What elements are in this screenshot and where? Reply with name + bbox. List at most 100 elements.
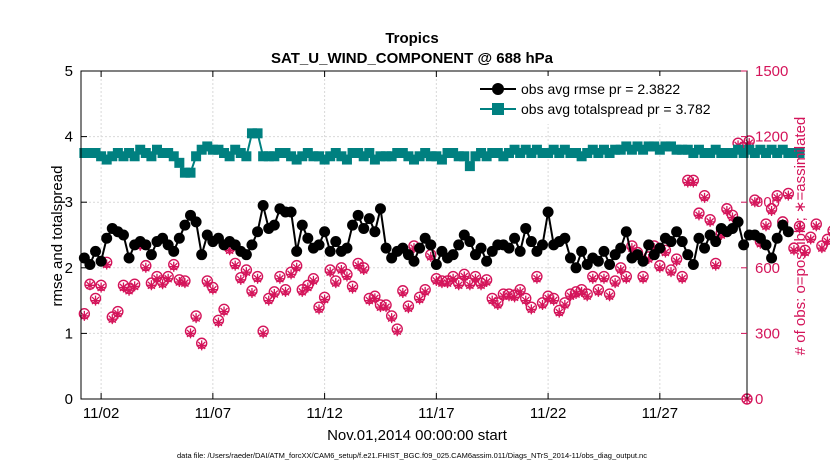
assimilated-point [291,262,302,273]
totalspread-point [185,167,196,178]
assimilated-point [101,259,112,270]
legend-totalspread-marker [492,103,504,115]
rmse-point [564,252,576,264]
totalspread-point [688,148,699,158]
assimilated-point [783,190,794,201]
totalspread-point [481,151,492,162]
rmse-point [665,236,677,248]
assimilated-point [129,281,140,292]
assimilated-point [319,294,330,305]
assimilated-point [604,291,615,302]
assimilated-point [425,251,436,262]
rmse-point [268,219,280,231]
assimilated-point [587,273,598,284]
totalspread-point [129,151,140,162]
series-layer [78,128,830,405]
assimilated-point [286,269,297,280]
assimilated-point [576,286,587,297]
rmse-point [570,262,582,274]
assimilated-point [716,230,727,240]
totalspread-point [783,148,794,158]
assimilated-point [375,302,386,313]
totalspread-point [157,148,168,158]
series-rmse [78,199,794,274]
assimilated-point [693,210,704,221]
assimilated-point [330,278,341,289]
assimilated-point [297,286,308,297]
totalspread-point [509,144,520,155]
assimilated-point [453,280,464,291]
totalspread-point [788,148,799,158]
totalspread-point [96,151,107,162]
assimilated-point [207,284,218,295]
rmse-point [145,249,157,261]
assimilated-point [202,278,213,289]
assimilated-point [705,216,716,227]
rmse-point [682,249,694,261]
totalspread-point [196,144,207,155]
assimilated-point [470,273,481,284]
rmse-point [604,259,616,271]
totalspread-point [543,148,554,158]
assimilated-point [537,299,548,310]
assimilated-point [615,264,626,275]
x-tick-label: 11/22 [530,405,566,422]
totalspread-point [727,148,738,158]
y2-tick-label: 1200 [755,129,788,146]
totalspread-point [341,154,352,165]
assimilated-point [241,267,252,278]
assimilated-point [146,280,157,291]
assimilated-point [258,328,269,339]
totalspread-point [559,144,570,155]
rmse-point [291,245,303,257]
assimilated-point [325,267,336,278]
totalspread-point [146,151,157,162]
assimilated-point [531,273,542,284]
totalspread-point [453,151,464,162]
totalspread-point [582,148,593,158]
assimilated-point [369,293,380,304]
totalspread-point [168,151,179,162]
rmse-point [374,203,386,215]
rmse-point [475,242,487,254]
totalspread-point [710,144,721,155]
rmse-point [363,213,375,225]
assimilated-point [90,295,101,306]
assimilated-point [174,277,185,288]
rmse-point [676,236,688,248]
assimilated-point [448,273,459,284]
totalspread-point [766,144,777,155]
assimilated-point [543,293,554,304]
rmse-point [358,222,370,234]
assimilated-point [392,326,403,337]
rmse-point [766,252,778,264]
series-totalspread [79,128,805,178]
assimilated-point [409,243,419,254]
totalspread-point [571,148,582,158]
rmse-point [123,252,135,264]
assimilated-point [744,138,755,149]
rmse-point [173,232,185,244]
totalspread-point [90,148,101,158]
assimilated-point [554,307,565,318]
totalspread-point [576,151,587,162]
totalspread-point [654,144,665,155]
totalspread-point [794,148,805,158]
assimilated-point [626,243,637,254]
assimilated-point [224,245,235,256]
totalspread-point [369,154,380,165]
totalspread-point [699,148,710,158]
rmse-point [738,239,750,251]
assimilated-point [822,236,830,247]
assimilated-point [163,273,174,284]
rmse-point [637,255,649,267]
rmse-point [196,249,208,261]
rmse-point [369,226,381,238]
assimilated-point [710,260,721,271]
totalspread-point [755,144,766,155]
totalspread-point [587,144,598,155]
legend-rmse-label: obs avg rmse pr = 2.3822 [521,81,680,97]
rmse-point [771,232,783,244]
rmse-point [296,219,308,231]
rmse-point [95,255,107,267]
